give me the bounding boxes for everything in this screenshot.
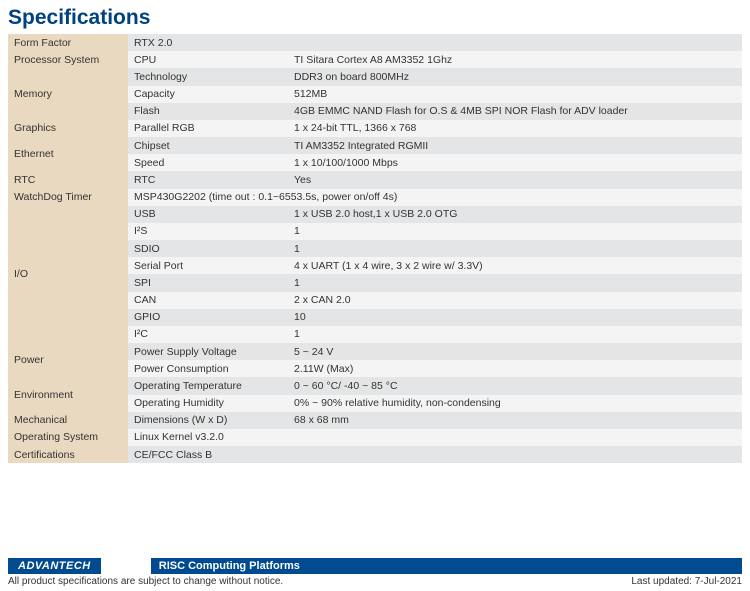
- subcategory-cell: I²S: [128, 223, 288, 240]
- category-cell: Power: [8, 343, 128, 377]
- table-row: MemoryTechnologyDDR3 on board 800MHz: [8, 68, 742, 85]
- subcategory-cell: CPU: [128, 51, 288, 68]
- subcategory-cell: USB: [128, 206, 288, 223]
- value-cell: 1: [288, 274, 742, 291]
- category-cell: I/O: [8, 206, 128, 343]
- subcategory-cell: Serial Port: [128, 257, 288, 274]
- value-cell: TI Sitara Cortex A8 AM3352 1Ghz: [288, 51, 742, 68]
- subcategory-cell: Parallel RGB: [128, 120, 288, 137]
- subcategory-cell: I²C: [128, 326, 288, 343]
- brand-bar: ADVANTECH RISC Computing Platforms: [8, 558, 742, 574]
- value-cell: MSP430G2202 (time out : 0.1~6553.5s, pow…: [128, 189, 742, 206]
- table-row: EthernetChipsetTI AM3352 Integrated RGMI…: [8, 137, 742, 154]
- value-cell: 1: [288, 223, 742, 240]
- category-cell: Memory: [8, 68, 128, 120]
- table-row: WatchDog TimerMSP430G2202 (time out : 0.…: [8, 189, 742, 206]
- value-cell: 4GB EMMC NAND Flash for O.S & 4MB SPI NO…: [288, 103, 742, 120]
- value-cell: 4 x UART (1 x 4 wire, 3 x 2 wire w/ 3.3V…: [288, 257, 742, 274]
- value-cell: 1 x 10/100/1000 Mbps: [288, 154, 742, 171]
- category-cell: Certifications: [8, 446, 128, 463]
- subcategory-cell: Power Consumption: [128, 360, 288, 377]
- category-cell: Processor System: [8, 51, 128, 68]
- table-row: GraphicsParallel RGB1 x 24-bit TTL, 1366…: [8, 120, 742, 137]
- subcategory-cell: RTC: [128, 171, 288, 188]
- subcategory-cell: Capacity: [128, 86, 288, 103]
- subcategory-cell: SPI: [128, 274, 288, 291]
- value-cell: 5 ~ 24 V: [288, 343, 742, 360]
- category-cell: Ethernet: [8, 137, 128, 171]
- subcategory-cell: SDIO: [128, 240, 288, 257]
- table-row: MechanicalDimensions (W x D)68 x 68 mm: [8, 412, 742, 429]
- subcategory-cell: Speed: [128, 154, 288, 171]
- subcategory-cell: Technology: [128, 68, 288, 85]
- category-cell: RTC: [8, 171, 128, 188]
- subcategory-cell: Operating Humidity: [128, 395, 288, 412]
- subcategory-cell: Power Supply Voltage: [128, 343, 288, 360]
- value-cell: Linux Kernel v3.2.0: [128, 429, 742, 446]
- value-cell: 0% ~ 90% relative humidity, non-condensi…: [288, 395, 742, 412]
- value-cell: Yes: [288, 171, 742, 188]
- table-row: RTCRTCYes: [8, 171, 742, 188]
- subcategory-cell: Chipset: [128, 137, 288, 154]
- table-row: Form FactorRTX 2.0: [8, 34, 742, 51]
- brand-gap: [101, 558, 151, 574]
- value-cell: 1: [288, 240, 742, 257]
- subcategory-cell: CAN: [128, 292, 288, 309]
- value-cell: 512MB: [288, 86, 742, 103]
- category-cell: WatchDog Timer: [8, 189, 128, 206]
- spec-table: Form FactorRTX 2.0Processor SystemCPUTI …: [8, 34, 742, 463]
- value-cell: 68 x 68 mm: [288, 412, 742, 429]
- page-title: Specifications: [8, 6, 742, 30]
- table-row: EnvironmentOperating Temperature0 ~ 60 °…: [8, 377, 742, 394]
- subcategory-cell: GPIO: [128, 309, 288, 326]
- disclaimer-text: All product specifications are subject t…: [8, 576, 283, 587]
- value-cell: 10: [288, 309, 742, 326]
- subcategory-cell: Dimensions (W x D): [128, 412, 288, 429]
- category-cell: Operating System: [8, 429, 128, 446]
- table-row: CertificationsCE/FCC Class B: [8, 446, 742, 463]
- value-cell: 2.11W (Max): [288, 360, 742, 377]
- subcategory-cell: Operating Temperature: [128, 377, 288, 394]
- footer: ADVANTECH RISC Computing Platforms All p…: [0, 558, 750, 591]
- table-row: PowerPower Supply Voltage5 ~ 24 V: [8, 343, 742, 360]
- value-cell: TI AM3352 Integrated RGMII: [288, 137, 742, 154]
- category-cell: Form Factor: [8, 34, 128, 51]
- last-updated-text: Last updated: 7-Jul-2021: [631, 576, 742, 587]
- value-cell: 1 x 24-bit TTL, 1366 x 768: [288, 120, 742, 137]
- category-cell: Graphics: [8, 120, 128, 137]
- value-cell: DDR3 on board 800MHz: [288, 68, 742, 85]
- value-cell: 1: [288, 326, 742, 343]
- table-row: Processor SystemCPUTI Sitara Cortex A8 A…: [8, 51, 742, 68]
- category-cell: Mechanical: [8, 412, 128, 429]
- value-cell: CE/FCC Class B: [128, 446, 742, 463]
- platform-label: RISC Computing Platforms: [151, 558, 742, 574]
- category-cell: Environment: [8, 377, 128, 411]
- value-cell: 0 ~ 60 °C/ -40 ~ 85 °C: [288, 377, 742, 394]
- table-row: Operating SystemLinux Kernel v3.2.0: [8, 429, 742, 446]
- table-row: I/OUSB1 x USB 2.0 host,1 x USB 2.0 OTG: [8, 206, 742, 223]
- value-cell: 2 x CAN 2.0: [288, 292, 742, 309]
- value-cell: RTX 2.0: [128, 34, 742, 51]
- value-cell: 1 x USB 2.0 host,1 x USB 2.0 OTG: [288, 206, 742, 223]
- subcategory-cell: Flash: [128, 103, 288, 120]
- brand-logo: ADVANTECH: [8, 558, 101, 574]
